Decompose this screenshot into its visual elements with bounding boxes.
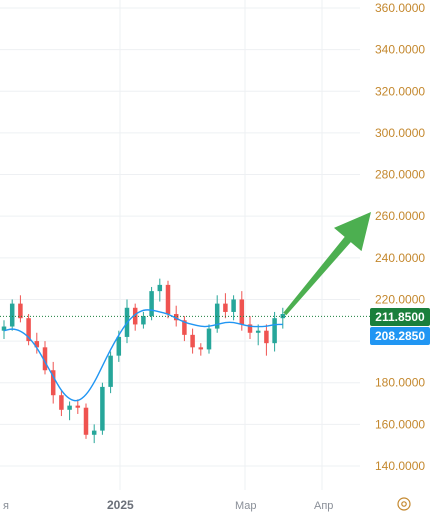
y-tick-label: 220.0000: [375, 292, 425, 306]
candle-body: [42, 347, 48, 371]
candle-body: [264, 330, 269, 344]
chart-settings-icon[interactable]: [397, 497, 411, 511]
candle: [214, 295, 220, 333]
candle: [165, 280, 171, 319]
candle: [50, 361, 56, 404]
x-tick-label: 2025: [107, 498, 134, 512]
candle-body: [165, 284, 171, 315]
y-tick-label: 180.0000: [375, 376, 425, 390]
candle: [75, 399, 81, 414]
grid: [0, 0, 360, 490]
candle-body: [141, 316, 146, 325]
candles: [0, 278, 370, 444]
x-tick-label: Мар: [235, 500, 257, 512]
candle-body: [75, 405, 81, 408]
y-tick-label: 280.0000: [375, 168, 425, 182]
candle-body: [34, 341, 40, 348]
candle: [173, 305, 179, 327]
candle: [42, 341, 48, 375]
candle-body: [223, 303, 228, 312]
candle-body: [108, 355, 113, 387]
candle: [1, 320, 7, 340]
candle: [190, 328, 195, 354]
candle-body: [239, 299, 245, 325]
candle: [34, 332, 40, 354]
y-tick-label: 260.0000: [375, 209, 425, 223]
y-tick-label: 360.0000: [375, 1, 425, 15]
moving-average: [3, 309, 283, 402]
candle: [9, 299, 15, 331]
candle: [231, 295, 236, 321]
candle: [255, 324, 261, 346]
moving-average-price-badge: 208.2850: [370, 327, 430, 345]
candle: [157, 278, 163, 302]
candle-body: [100, 386, 105, 431]
candle-body: [59, 395, 64, 410]
y-tick-label: 160.0000: [375, 417, 425, 431]
candle-body: [9, 303, 15, 327]
candle-body: [272, 318, 277, 344]
candle-body: [18, 303, 23, 319]
candle-body: [247, 324, 253, 333]
candle-body: [190, 334, 195, 348]
candle-body: [26, 318, 31, 342]
y-axis[interactable]: 360.0000 340.0000 320.0000 300.0000 280.0000…: [375, 1, 425, 473]
candle: [67, 401, 72, 421]
y-tick-label: 340.0000: [375, 43, 425, 57]
candle: [83, 403, 89, 439]
y-tick-label: 140.0000: [375, 459, 425, 473]
candle-body: [1, 326, 7, 331]
x-tick-label: Апр: [314, 500, 333, 512]
candle-body: [83, 407, 89, 435]
trend-arrow-shape: [283, 212, 371, 316]
last-price-badge: 211.8500: [370, 308, 430, 326]
candle-body: [182, 320, 187, 335]
candle-body: [67, 405, 72, 410]
candle: [91, 424, 97, 444]
candle-body: [116, 336, 122, 356]
candle: [223, 293, 228, 319]
y-tick-label: 300.0000: [375, 126, 425, 140]
candle: [149, 286, 154, 321]
candle: [272, 311, 277, 352]
candle-body: [214, 303, 220, 329]
candle: [280, 307, 286, 329]
candle: [141, 311, 146, 329]
candle-body: [173, 314, 179, 321]
candle: [206, 324, 212, 354]
y-tick-label: 320.0000: [375, 84, 425, 98]
candle-body: [206, 328, 212, 350]
candle-body: [149, 291, 154, 317]
trend-arrow: [283, 212, 371, 316]
moving-average-line: [3, 309, 283, 402]
candle: [182, 316, 187, 342]
candle: [100, 382, 105, 435]
candle: [26, 314, 31, 346]
candle-body: [231, 299, 236, 312]
y-tick-label: 240.0000: [375, 251, 425, 265]
candle-body: [198, 347, 204, 350]
x-tick-label: я: [3, 500, 9, 512]
x-axis[interactable]: я 2025 Мар Апр: [3, 498, 333, 512]
candle: [59, 391, 64, 417]
candle-body: [157, 284, 163, 292]
candle: [247, 316, 253, 340]
candle-body: [50, 370, 56, 396]
candle: [108, 351, 113, 394]
candle: [18, 295, 23, 323]
candle: [198, 343, 204, 356]
candle: [132, 303, 138, 331]
candle-body: [91, 430, 97, 435]
candle: [264, 324, 269, 356]
candle-body: [255, 330, 261, 333]
